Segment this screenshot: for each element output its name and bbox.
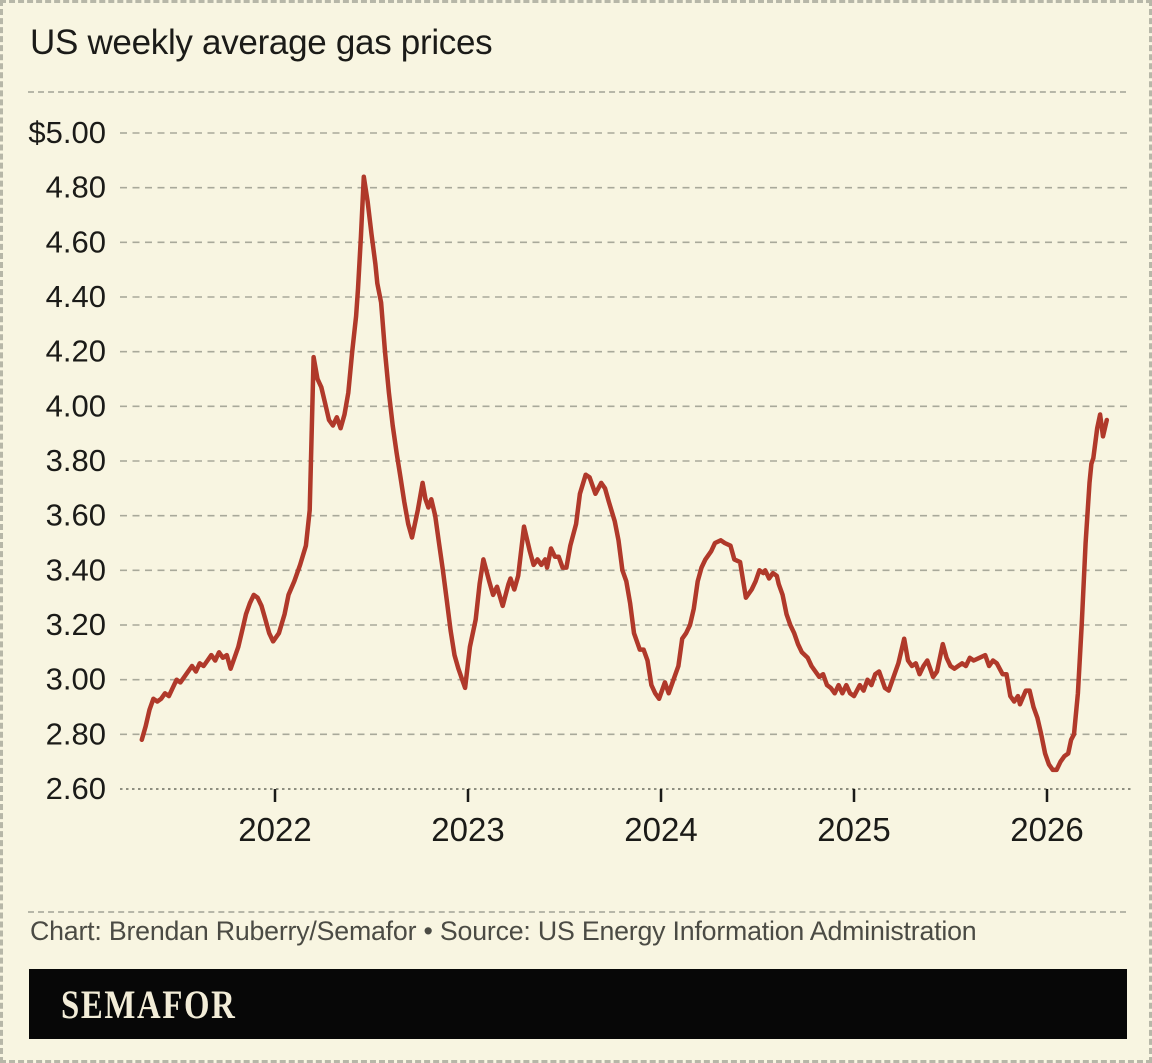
- gridlines: [120, 132, 1132, 790]
- x-axis-labels: 2022 2023 2024 2025 2026: [238, 811, 1083, 848]
- x-tick-label: 2026: [1010, 811, 1083, 848]
- gas-price-chart: $5.00 4.80 4.60 4.40 4.20 4.00 3.80 3.60 3.40 3.2…: [28, 115, 1132, 848]
- x-tick-label: 2024: [624, 811, 697, 848]
- y-tick-label: 4.40: [46, 279, 106, 314]
- y-tick-label: 4.80: [46, 170, 106, 205]
- y-tick-label: 3.40: [46, 552, 106, 587]
- y-tick-label: 4.00: [46, 388, 106, 423]
- semafor-logo-bar: SEMAFOR: [29, 969, 1127, 1039]
- semafor-wordmark: SEMAFOR: [61, 981, 237, 1027]
- x-tick-label: 2022: [238, 811, 311, 848]
- y-tick-label: 3.80: [46, 443, 106, 478]
- x-tick-label: 2023: [431, 811, 504, 848]
- source-caption: Chart: Brendan Ruberry/Semafor • Source:…: [30, 916, 977, 946]
- price-line: [139, 174, 1110, 773]
- y-tick-label: 3.20: [46, 607, 106, 642]
- y-tick-label: $5.00: [28, 115, 106, 150]
- y-tick-label: 2.80: [46, 716, 106, 751]
- y-tick-label: 4.20: [46, 334, 106, 369]
- x-tick-label: 2025: [817, 811, 890, 848]
- y-tick-label: 4.60: [46, 224, 106, 259]
- chart-title: US weekly average gas prices: [30, 23, 493, 62]
- title-divider: [28, 91, 1126, 93]
- footer-divider: [28, 911, 1126, 913]
- y-axis-labels: $5.00 4.80 4.60 4.40 4.20 4.00 3.80 3.60 3.40 3.2…: [28, 115, 106, 806]
- x-axis-ticks: [273, 788, 1049, 802]
- y-tick-label: 2.60: [46, 771, 106, 806]
- y-tick-label: 3.00: [46, 662, 106, 697]
- y-tick-label: 3.60: [46, 498, 106, 533]
